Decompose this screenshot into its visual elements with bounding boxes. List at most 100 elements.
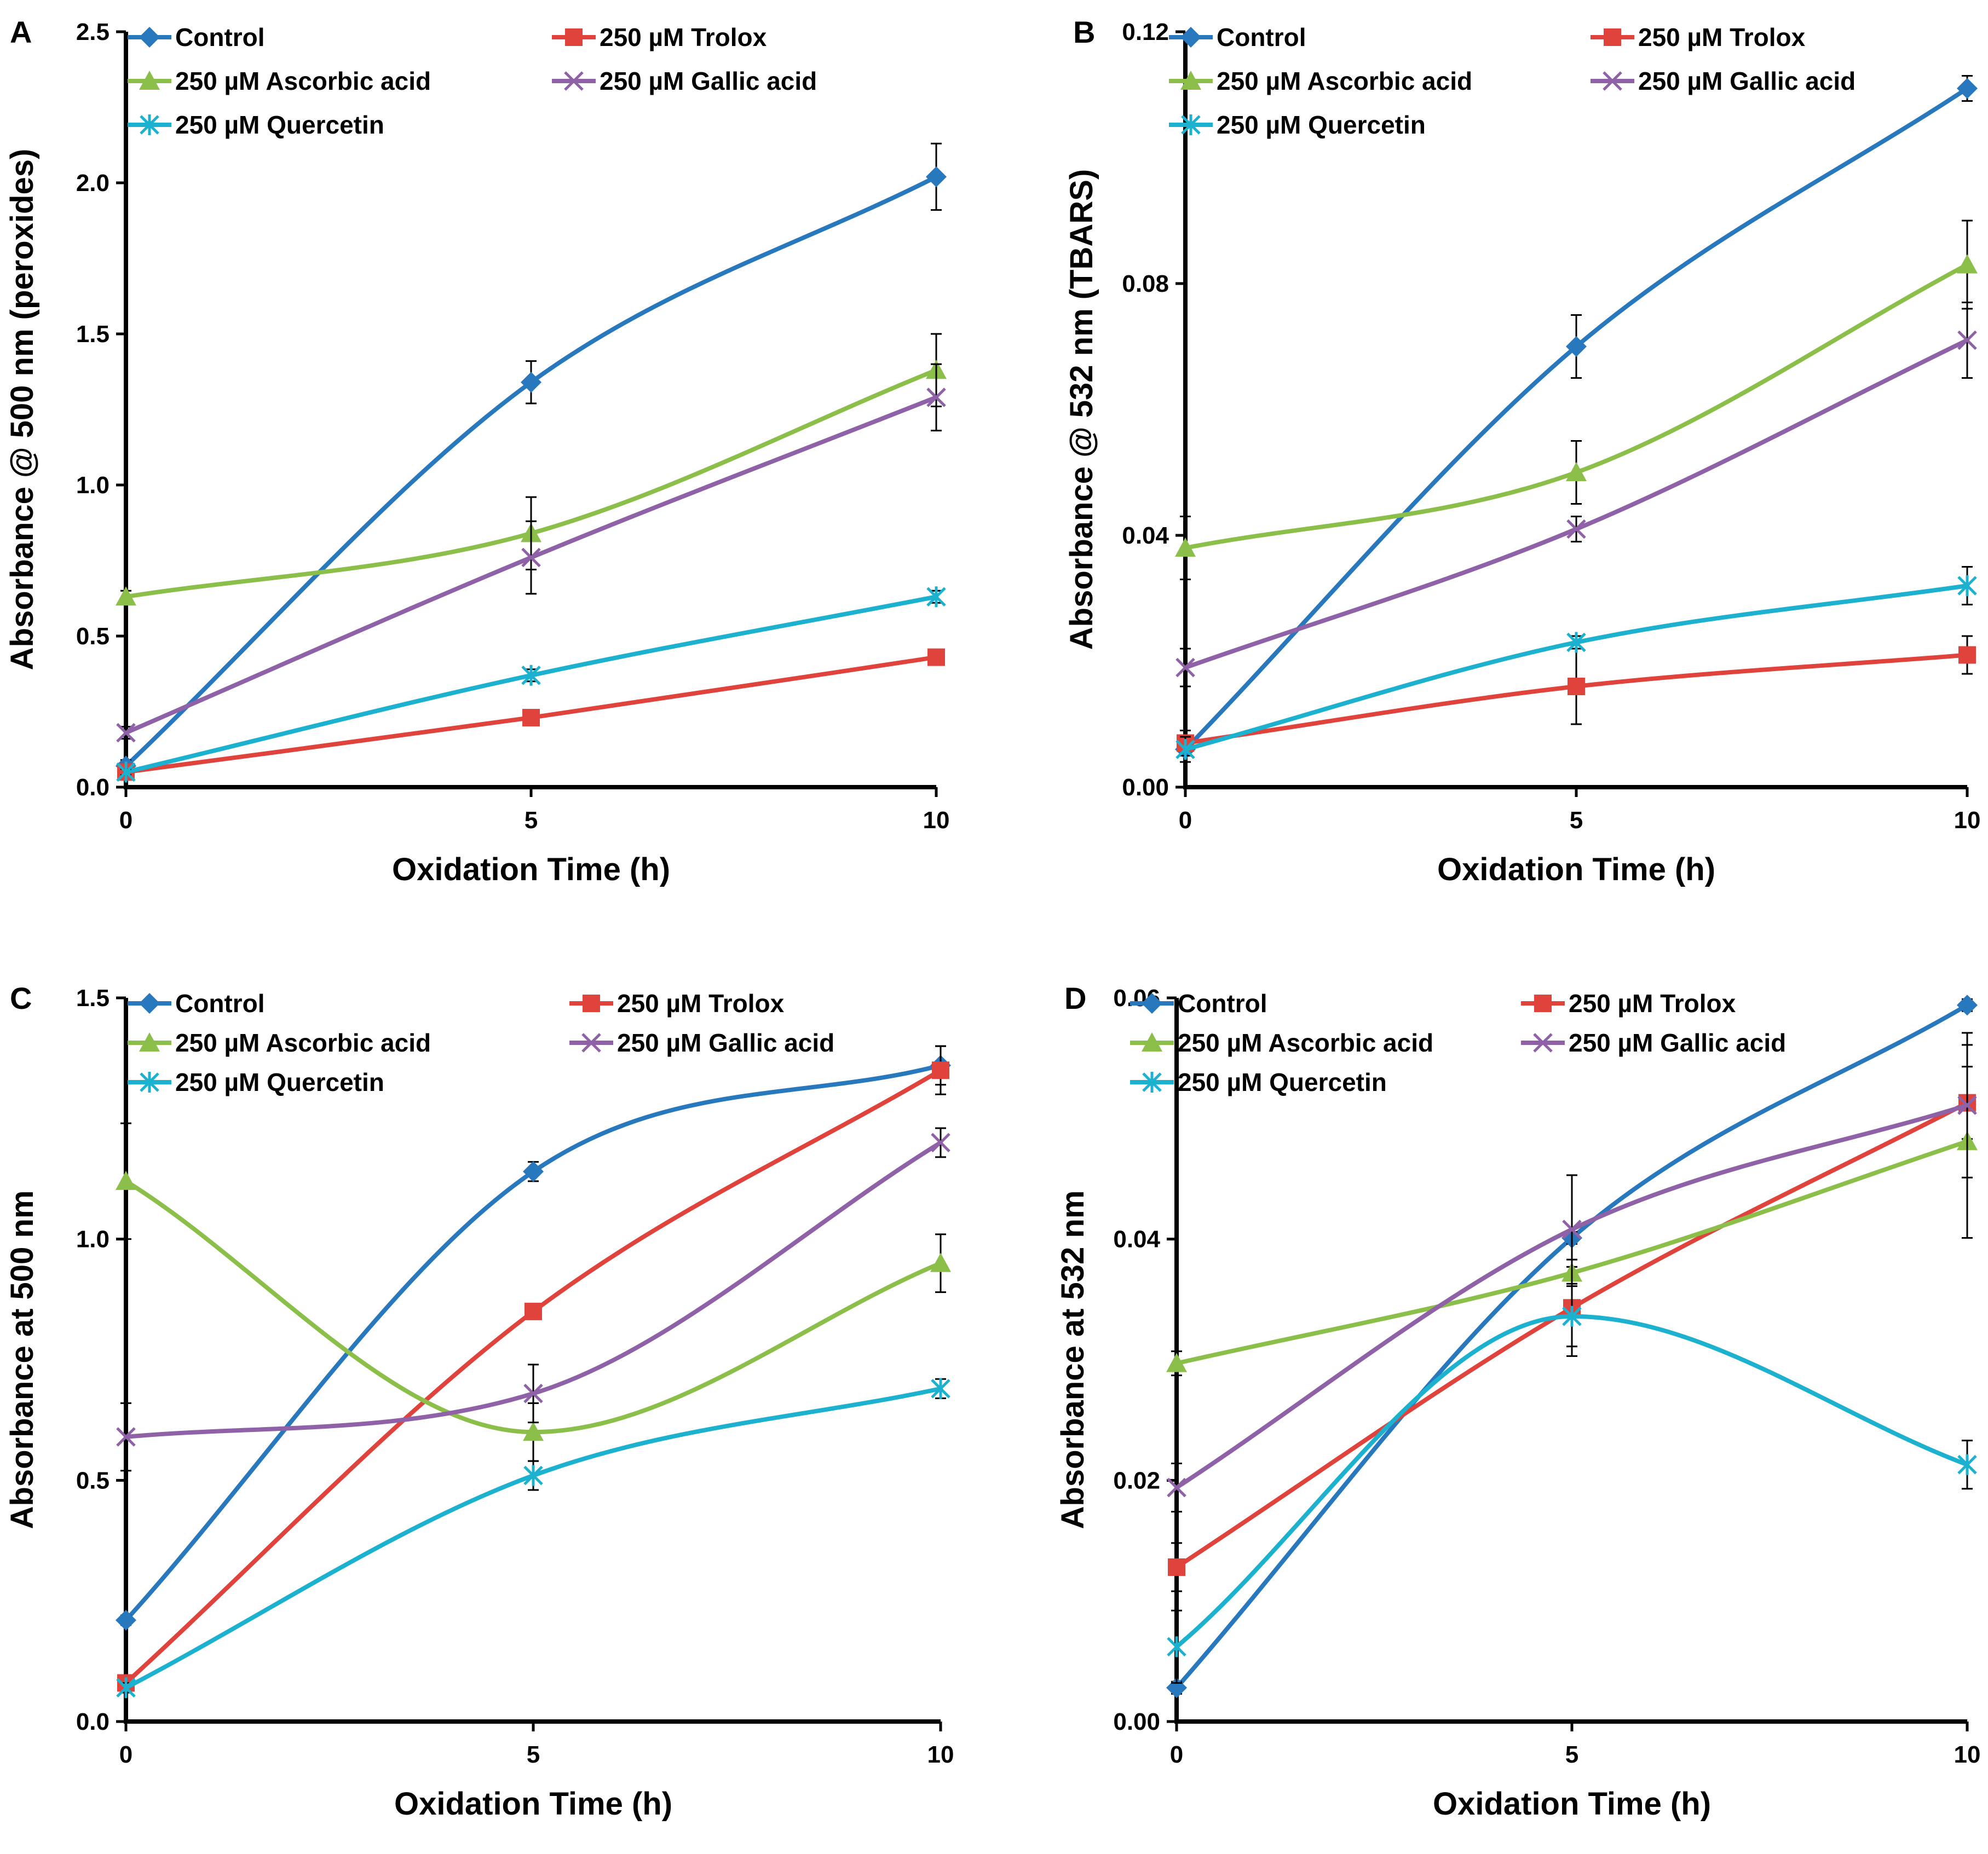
data-point (1167, 1477, 1186, 1498)
data-point (1175, 657, 1195, 678)
x-tick-label: 0 (119, 807, 132, 834)
data-point (1175, 538, 1196, 557)
y-tick-label: 0.08 (1122, 270, 1169, 297)
data-point (116, 1677, 136, 1699)
data-point (116, 1170, 136, 1190)
y-tick-label: 0.00 (1113, 1708, 1160, 1735)
legend-label: Control (1178, 989, 1267, 1018)
y-tick-label: 0.04 (1113, 1226, 1160, 1253)
legend-marker (1534, 995, 1552, 1012)
x-axis-title: Oxidation Time (h) (1433, 1786, 1711, 1822)
panel-letter: C (10, 981, 32, 1015)
legend-marker (1181, 114, 1201, 135)
legend-label: 250 µM Quercetin (1217, 111, 1426, 139)
data-point (116, 723, 136, 743)
series-line (124, 1063, 943, 1622)
legend-label: 250 µM Quercetin (1178, 1068, 1387, 1096)
panel-c: C 0.0 0.5 1.0 1.5 0 5 10 Oxidation Time (h) Absor… (4, 981, 954, 1822)
legend-label: 250 µM Gallic acid (600, 67, 817, 95)
legend-marker (140, 1072, 159, 1093)
series-line (1174, 1314, 1969, 1649)
legend-marker (139, 71, 160, 90)
legend-item-250-um-trolox: 250 µM Trolox (1521, 989, 1736, 1018)
legend-marker (565, 28, 583, 46)
data-point (1957, 330, 1977, 350)
y-axis-title: Absorbance @ 532 nm (TBARS) (1064, 169, 1099, 650)
x-tick-label: 10 (1954, 1741, 1981, 1768)
legend-item-250-um-trolox: 250 µM Trolox (552, 23, 767, 51)
series-line (1183, 86, 1969, 752)
data-point (1562, 1220, 1582, 1239)
data-point (116, 761, 136, 783)
series-250-um-gallic-acid (116, 363, 946, 743)
series-control (116, 142, 947, 777)
series-250-um-quercetin (116, 1378, 950, 1699)
legend-item-250-um-ascorbic-acid: 250 µM Ascorbic acid (128, 1029, 431, 1057)
data-point (1957, 1454, 1977, 1475)
x-tick-label: 10 (927, 1741, 954, 1768)
y-tick-label: 0.5 (76, 1467, 110, 1494)
data-point (523, 1161, 544, 1182)
legend-marker (583, 995, 600, 1012)
legend-label: 250 µM Trolox (617, 989, 785, 1018)
y-tick-label: 0.02 (1113, 1467, 1160, 1494)
data-point (932, 1061, 949, 1079)
series-250-um-gallic-acid (1175, 302, 1977, 688)
legend-item-250-um-trolox: 250 µM Trolox (1591, 23, 1806, 51)
data-point (926, 166, 947, 187)
legend-item-250-um-gallic-acid: 250 µM Gallic acid (1591, 67, 1856, 95)
legend-label: 250 µM Gallic acid (617, 1029, 834, 1057)
legend-label: 250 µM Quercetin (175, 1068, 384, 1096)
legend: Control 250 µM Trolox 250 µM Ascorbic acid… (1130, 989, 1786, 1096)
x-tick-label: 5 (527, 1741, 540, 1768)
legend-marker (1180, 27, 1201, 48)
data-point (1167, 1636, 1186, 1657)
data-point (931, 1133, 950, 1153)
legend-label: 250 µM Quercetin (175, 111, 384, 139)
legend-label: 250 µM Trolox (1638, 23, 1806, 51)
x-tick-label: 5 (525, 807, 538, 834)
legend-marker (139, 1032, 160, 1052)
legend-label: 250 µM Ascorbic acid (175, 1029, 431, 1057)
legend-item-control: Control (1169, 23, 1306, 51)
data-point (116, 586, 136, 606)
legend: Control 250 µM Trolox 250 µM Ascorbic acid… (128, 23, 817, 139)
data-point (1562, 1306, 1582, 1327)
y-tick-label: 0.5 (76, 623, 110, 650)
x-tick-label: 10 (1954, 807, 1981, 834)
legend: Control 250 µM Trolox 250 µM Ascorbic acid… (1169, 23, 1856, 139)
legend-marker (1604, 28, 1621, 46)
y-tick-label: 1.5 (76, 985, 110, 1012)
legend-marker (1142, 993, 1162, 1014)
legend-item-250-um-ascorbic-acid: 250 µM Ascorbic acid (1130, 1029, 1433, 1057)
panel-letter: D (1064, 981, 1086, 1015)
series-250-um-quercetin (1167, 1285, 1977, 1684)
x-tick-label: 5 (1570, 807, 1583, 834)
x-axis-title: Oxidation Time (h) (394, 1786, 672, 1822)
data-point (523, 1465, 543, 1486)
data-point (116, 1609, 136, 1631)
data-point (1957, 254, 1978, 274)
data-point (1957, 995, 1978, 1016)
data-point (926, 586, 946, 608)
data-point (523, 1383, 543, 1404)
y-tick-label: 2.0 (76, 170, 110, 197)
legend-marker (564, 71, 584, 91)
y-tick-label: 2.5 (76, 19, 110, 45)
series-250-um-quercetin (116, 586, 946, 783)
data-point (1566, 632, 1586, 653)
data-point (1168, 1558, 1185, 1576)
legend-label: 250 µM Gallic acid (1569, 1029, 1786, 1057)
data-point (1175, 739, 1195, 760)
y-tick-label: 1.0 (76, 1226, 110, 1253)
y-tick-label: 0.00 (1122, 774, 1169, 801)
x-axis-title: Oxidation Time (h) (392, 852, 670, 887)
data-point (927, 648, 945, 666)
x-tick-label: 0 (1179, 807, 1192, 834)
legend-item-250-um-quercetin: 250 µM Quercetin (1130, 1068, 1387, 1096)
series-250-um-quercetin (1175, 566, 1977, 763)
x-axis-title: Oxidation Time (h) (1437, 852, 1715, 887)
